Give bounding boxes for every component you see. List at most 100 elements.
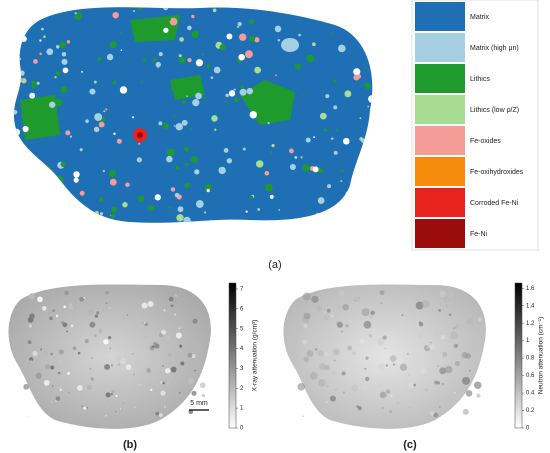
grain	[249, 111, 258, 119]
grain	[119, 31, 122, 34]
grain	[40, 348, 43, 351]
grain	[68, 304, 74, 310]
grain	[245, 210, 248, 213]
panel-label: (b)	[123, 439, 137, 451]
grain	[218, 166, 226, 175]
grain	[233, 88, 236, 91]
grain	[364, 82, 371, 89]
grain	[111, 206, 118, 213]
grain	[133, 383, 139, 388]
legend-swatch	[415, 188, 465, 217]
grain	[178, 392, 181, 394]
grain	[226, 33, 233, 40]
legend-label: Fe-Ni	[470, 231, 488, 238]
grain	[61, 58, 68, 65]
grain	[120, 224, 122, 226]
grain	[41, 197, 44, 200]
grain	[246, 87, 254, 95]
grain	[27, 340, 32, 345]
grain	[184, 182, 190, 188]
grain	[90, 377, 94, 381]
grain	[106, 53, 114, 61]
legend-label: Corroded Fe-Ni	[470, 200, 519, 207]
grain	[85, 119, 89, 123]
grain	[309, 371, 318, 380]
grain	[306, 54, 315, 63]
grain	[399, 363, 408, 371]
grain	[394, 408, 397, 410]
grain	[384, 347, 387, 350]
grain	[105, 302, 108, 305]
grain	[22, 125, 29, 133]
grain	[206, 64, 211, 69]
grain	[13, 109, 18, 115]
grain	[94, 314, 99, 318]
grain	[74, 219, 79, 223]
grain	[150, 388, 153, 391]
grain	[89, 321, 96, 328]
grain	[440, 334, 446, 340]
legend-label: Fe-oxides	[470, 138, 501, 145]
grain	[203, 96, 207, 99]
grain	[380, 301, 383, 305]
neutron-image	[283, 284, 486, 429]
grain	[406, 352, 409, 355]
grain	[359, 117, 362, 120]
grain	[434, 389, 442, 397]
grain	[370, 310, 375, 315]
grain	[342, 391, 346, 394]
grain	[115, 356, 121, 362]
grain	[389, 355, 397, 362]
grain	[59, 388, 62, 391]
grain	[359, 25, 364, 31]
grain	[330, 314, 334, 318]
grain	[234, 97, 239, 103]
tick-label: 0	[526, 426, 530, 432]
grain	[438, 309, 441, 312]
grain	[29, 357, 34, 362]
grain	[50, 365, 55, 370]
tick-label: 2	[240, 386, 244, 392]
grain	[420, 367, 427, 374]
grain	[351, 384, 359, 392]
grain	[206, 189, 210, 193]
grain	[158, 121, 163, 126]
grain	[87, 309, 94, 316]
grain	[384, 307, 386, 309]
legend: Matrix Matrix (high μn) Lithics Lithics (lo…	[411, 0, 539, 251]
grain	[368, 333, 373, 338]
legend-swatch	[415, 157, 465, 186]
legend-label: Lithics (low ρ/Z)	[470, 107, 519, 114]
grain	[51, 385, 54, 387]
grain	[106, 407, 109, 409]
grain	[149, 22, 155, 28]
grain	[302, 415, 305, 418]
grain	[20, 78, 24, 82]
grain	[187, 25, 192, 31]
grain	[345, 324, 349, 328]
grain	[55, 44, 60, 49]
grain	[245, 50, 253, 59]
grain	[366, 7, 369, 8]
grain	[208, 219, 215, 223]
grain	[239, 88, 247, 96]
grain	[213, 66, 221, 74]
grain	[237, 35, 239, 38]
grain	[109, 178, 117, 186]
grain	[335, 128, 338, 132]
grain	[214, 128, 217, 131]
grain	[90, 356, 94, 360]
grain	[46, 48, 54, 56]
grain	[435, 329, 442, 336]
grain	[427, 341, 432, 346]
grain	[316, 305, 323, 312]
grain	[131, 352, 134, 355]
grain	[161, 329, 166, 335]
grain	[110, 392, 113, 396]
grain	[382, 335, 387, 340]
grain	[294, 156, 298, 159]
grain	[89, 368, 92, 370]
grain	[55, 396, 61, 401]
grain	[302, 339, 308, 345]
